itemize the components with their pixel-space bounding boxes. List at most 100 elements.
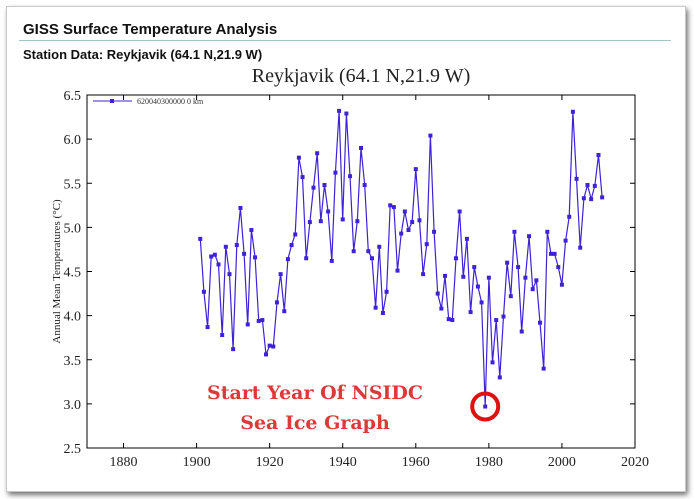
data-point	[508, 294, 513, 299]
data-point	[271, 344, 276, 349]
data-series	[198, 108, 605, 409]
y-tick-label: 5.5	[64, 177, 82, 192]
data-point	[505, 260, 510, 265]
data-point	[264, 352, 269, 357]
y-tick-label: 6.0	[64, 133, 82, 148]
data-point	[340, 217, 345, 222]
data-point	[592, 183, 597, 188]
data-point	[333, 170, 338, 175]
data-point	[497, 375, 502, 380]
data-point	[461, 274, 466, 279]
data-point	[457, 209, 462, 214]
data-point	[424, 242, 429, 247]
data-point	[212, 252, 217, 257]
y-tick-label: 6.5	[64, 89, 82, 104]
axes: 2.5 3.0 3.5 4.0 4.5 5.0 5.5 6.0 6.5 1880 1900 1920 1…	[64, 89, 650, 470]
data-point	[296, 155, 301, 160]
y-tick-label: 4.5	[64, 266, 82, 281]
data-point	[563, 238, 568, 243]
data-point	[198, 236, 203, 241]
data-point	[483, 404, 488, 409]
y-tick-label: 4.0	[64, 310, 82, 325]
data-point	[242, 251, 247, 256]
data-point	[567, 214, 572, 219]
data-point	[395, 268, 400, 273]
y-tick-label: 3.5	[64, 354, 82, 369]
data-point	[289, 243, 294, 248]
data-point	[501, 314, 506, 319]
data-point	[351, 249, 356, 254]
data-point	[512, 229, 517, 234]
data-point	[216, 262, 221, 267]
data-point	[589, 197, 594, 202]
data-point	[552, 251, 557, 256]
data-point	[556, 265, 561, 270]
station-subtitle: Station Data: Reykjavik (64.1 N,21.9 W)	[23, 47, 263, 62]
data-point	[249, 228, 254, 233]
data-point	[538, 320, 543, 325]
data-point	[260, 318, 265, 323]
data-point	[304, 256, 309, 261]
data-point	[384, 289, 389, 294]
data-point	[596, 153, 601, 158]
data-point	[574, 176, 579, 181]
data-point	[435, 291, 440, 296]
data-point	[523, 275, 528, 280]
data-point	[417, 218, 422, 223]
data-point	[479, 300, 484, 305]
data-point	[432, 229, 437, 234]
data-point	[486, 275, 491, 280]
data-point	[315, 151, 320, 156]
legend: 620040300000 0 km	[93, 97, 204, 106]
data-point	[245, 322, 250, 327]
data-point	[559, 282, 564, 287]
data-point	[600, 195, 605, 200]
data-point	[311, 185, 316, 190]
data-point	[450, 318, 455, 323]
data-point	[348, 174, 353, 179]
annotation-line-1: Start Year Of NSIDC	[207, 382, 423, 404]
data-point	[344, 111, 349, 116]
data-point	[402, 209, 407, 214]
data-point	[307, 220, 312, 225]
data-point	[527, 234, 532, 239]
data-point	[391, 205, 396, 210]
data-point	[282, 309, 287, 314]
data-point	[578, 245, 583, 250]
data-point	[570, 109, 575, 114]
x-tick-label: 1980	[475, 455, 503, 470]
x-tick-label: 1900	[183, 455, 211, 470]
data-point	[223, 244, 228, 249]
data-point	[519, 329, 524, 334]
data-point	[256, 318, 261, 323]
data-point	[406, 228, 411, 233]
data-point	[359, 145, 363, 150]
x-tick-label: 1940	[329, 455, 357, 470]
y-tick-label: 5.0	[64, 221, 82, 236]
data-point	[585, 183, 590, 188]
data-point	[453, 256, 458, 261]
data-point	[439, 306, 444, 311]
data-point	[231, 347, 236, 352]
data-point	[446, 317, 451, 322]
data-point	[278, 272, 283, 277]
data-point	[490, 360, 495, 365]
data-point	[443, 273, 448, 278]
data-point	[516, 265, 521, 270]
data-point	[322, 183, 327, 188]
data-point	[373, 305, 378, 310]
data-point	[369, 256, 374, 261]
data-point	[220, 333, 225, 338]
data-point	[581, 196, 586, 201]
data-point	[548, 251, 553, 256]
title-divider	[19, 40, 671, 41]
data-point	[530, 287, 535, 292]
data-point	[464, 236, 469, 241]
x-tick-label: 2000	[548, 455, 576, 470]
data-point	[205, 325, 210, 330]
data-point	[388, 203, 393, 208]
data-point	[366, 249, 371, 254]
data-point	[377, 244, 382, 249]
data-point	[238, 205, 243, 210]
